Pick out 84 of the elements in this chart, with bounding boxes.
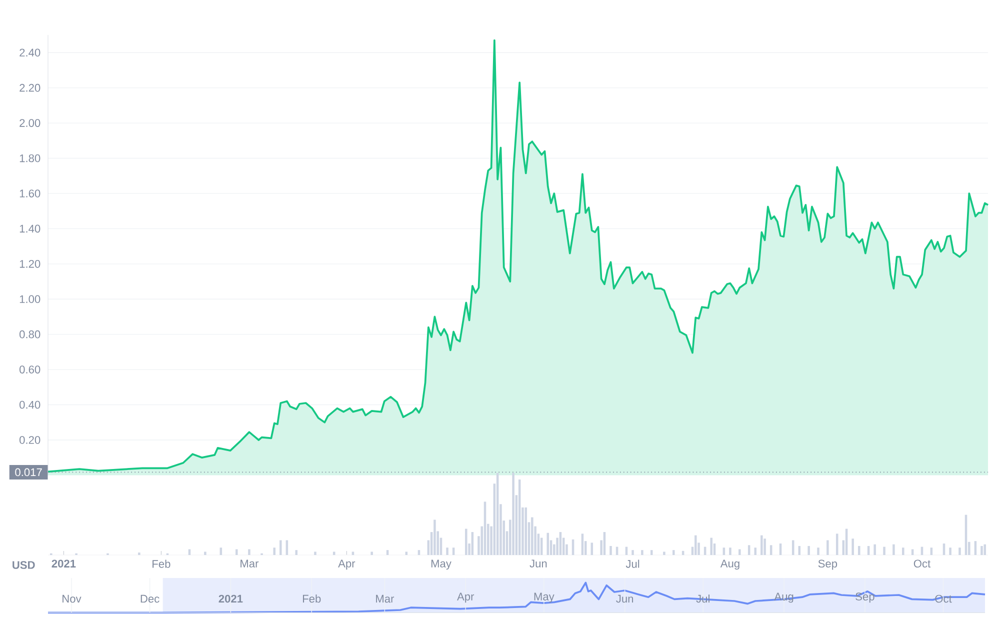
bar xyxy=(798,546,801,555)
bar xyxy=(352,552,354,555)
x-tick-label: May xyxy=(534,592,554,603)
bar xyxy=(808,546,810,555)
bar xyxy=(792,540,794,555)
bar xyxy=(710,538,712,555)
x-tick-label: Aug xyxy=(720,560,740,570)
x-tick-label: May xyxy=(431,560,452,570)
bar xyxy=(641,550,644,555)
bar xyxy=(930,548,933,555)
y-tick-label: 0.60 xyxy=(20,366,40,374)
y-tick-label: 2.00 xyxy=(20,119,40,127)
bar xyxy=(817,548,820,555)
bar xyxy=(663,552,666,555)
bar xyxy=(748,545,750,555)
bar xyxy=(722,548,726,555)
bar xyxy=(958,548,961,555)
bar xyxy=(248,549,250,555)
x-tick-label: Jun xyxy=(616,594,634,603)
bar xyxy=(286,540,288,555)
bar xyxy=(980,546,983,555)
y-tick-label: 0.80 xyxy=(20,330,40,338)
bar xyxy=(760,535,763,555)
bar xyxy=(902,548,904,555)
bar xyxy=(446,548,448,555)
bar xyxy=(694,535,697,555)
bar xyxy=(314,552,316,555)
y-tick-label: 1.20 xyxy=(20,260,40,268)
bar xyxy=(610,546,612,555)
bar xyxy=(464,528,468,555)
x-tick-label: Sep xyxy=(818,560,838,570)
ref-line-label: 0.017 xyxy=(15,468,42,476)
x-tick-label: Oct xyxy=(914,560,931,568)
x-tick-label: Feb xyxy=(152,560,170,568)
x-tick-label: 2021 xyxy=(52,560,76,568)
bar xyxy=(729,548,732,555)
x-tick-label: Dec xyxy=(140,594,160,603)
x-tick-label: 2021 xyxy=(218,594,243,603)
bar xyxy=(332,552,336,555)
x-tick-label: Mar xyxy=(376,594,394,603)
y-tick-label: 0.40 xyxy=(20,400,40,409)
bar xyxy=(984,544,986,555)
bar xyxy=(883,546,886,555)
x-tick-label: Nov xyxy=(62,594,82,603)
y-tick-label: 2.20 xyxy=(20,84,40,92)
bar xyxy=(770,545,772,555)
y-tick-label: 0.20 xyxy=(20,436,40,444)
bar xyxy=(220,548,222,555)
bar xyxy=(452,548,455,555)
bar xyxy=(874,544,876,555)
bar xyxy=(370,552,373,555)
bar xyxy=(512,473,514,555)
bar xyxy=(764,538,766,555)
bar xyxy=(405,552,408,555)
x-tick-label: Mar xyxy=(240,560,259,568)
bar xyxy=(273,548,276,555)
x-tick-label: Sep xyxy=(856,592,874,603)
x-tick-label: Jul xyxy=(626,560,640,568)
bar xyxy=(826,540,829,555)
x-tick-label: Jun xyxy=(530,560,547,568)
x-tick-label: Apr xyxy=(338,560,356,570)
bar xyxy=(204,552,206,555)
bar xyxy=(852,538,854,555)
bar xyxy=(754,548,756,555)
y-tick-label: 2.40 xyxy=(20,48,40,57)
bar xyxy=(546,532,550,555)
bar xyxy=(295,550,298,555)
x-tick-label: Feb xyxy=(302,594,321,603)
bar xyxy=(524,507,527,555)
bar xyxy=(672,550,675,555)
bar xyxy=(531,517,534,555)
bar xyxy=(632,550,634,555)
bar xyxy=(949,548,952,555)
y-tick-label: 1.80 xyxy=(20,154,40,162)
x-tick-label: Apr xyxy=(457,592,474,603)
bar xyxy=(280,540,282,555)
y-tick-label: 1.00 xyxy=(20,295,40,304)
y-tick-label: 1.60 xyxy=(20,190,40,198)
y-tick-label: 1.40 xyxy=(20,224,40,233)
bar xyxy=(892,544,895,555)
text: USD xyxy=(12,561,35,569)
bar xyxy=(738,549,741,555)
bar xyxy=(434,520,436,555)
bar xyxy=(236,549,238,555)
